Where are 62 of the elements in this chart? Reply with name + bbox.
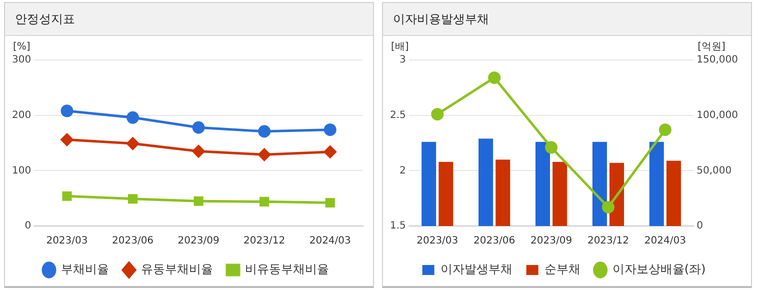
y-axis-title: [배] (391, 42, 409, 53)
point (325, 198, 335, 208)
chart-title: 이자비용발생부채 (383, 3, 751, 36)
point (60, 133, 74, 146)
point (192, 121, 205, 134)
point (60, 104, 74, 118)
x-tick-label: 2023/09 (530, 236, 572, 247)
y2-axis-title: [억원] (698, 42, 726, 53)
bar (535, 142, 550, 226)
x-tick-label: 2024/03 (309, 236, 351, 247)
point (126, 137, 140, 150)
y2-tick-label: 0 (696, 220, 704, 232)
x-tick-label: 2024/03 (644, 236, 686, 247)
point (488, 71, 501, 84)
point (126, 111, 140, 124)
legend-label: 순부채 (544, 262, 580, 276)
y-tick-label: 1.5 (390, 220, 406, 232)
chart-title: 안정성지표 (5, 3, 373, 36)
point (192, 145, 205, 158)
x-tick-label: 2023/06 (112, 236, 154, 247)
x-tick-label: 2023/06 (474, 236, 516, 247)
point (62, 191, 72, 201)
y2-tick-label: 100,000 (696, 110, 738, 121)
y-tick-label: 300 (12, 54, 32, 66)
y-tick-label: 2.5 (390, 110, 406, 121)
legend-label: 이자보상배율(좌) (612, 262, 706, 276)
y-tick-label: 3 (400, 54, 406, 66)
point (545, 141, 558, 154)
y2-tick-label: 50,000 (696, 165, 732, 176)
y-tick-label: 100 (12, 165, 32, 176)
bar (496, 160, 510, 226)
legend-label: 유동부채비율 (141, 262, 213, 276)
legend-label: 부채비율 (61, 262, 109, 276)
y2-tick-label: 150,000 (696, 54, 738, 66)
legend-label: 이자발생부채 (440, 262, 512, 276)
y-tick-label: 2 (400, 165, 406, 176)
bar (592, 142, 607, 226)
bar (649, 142, 664, 226)
bar (422, 142, 436, 226)
bar (552, 162, 568, 226)
bar (666, 160, 681, 226)
x-tick-label: 2023/12 (244, 236, 286, 247)
point (260, 196, 270, 206)
y-axis-title: [%] (13, 42, 30, 53)
x-tick-label: 2023/03 (416, 236, 458, 247)
bar (478, 138, 494, 226)
point (324, 123, 336, 136)
legend-label: 비유동부채비율 (245, 262, 329, 276)
y-tick-label: 200 (12, 110, 32, 121)
point (602, 200, 614, 214)
point (258, 125, 271, 138)
point (128, 194, 138, 204)
x-tick-label: 2023/03 (46, 236, 88, 247)
x-tick-label: 2023/09 (178, 236, 220, 247)
point (194, 196, 204, 206)
point (324, 146, 336, 158)
point (258, 148, 271, 161)
point (431, 108, 444, 120)
bar (438, 162, 454, 226)
x-tick-label: 2023/12 (587, 236, 629, 247)
point (658, 123, 672, 136)
y-tick-label: 0 (24, 220, 32, 232)
